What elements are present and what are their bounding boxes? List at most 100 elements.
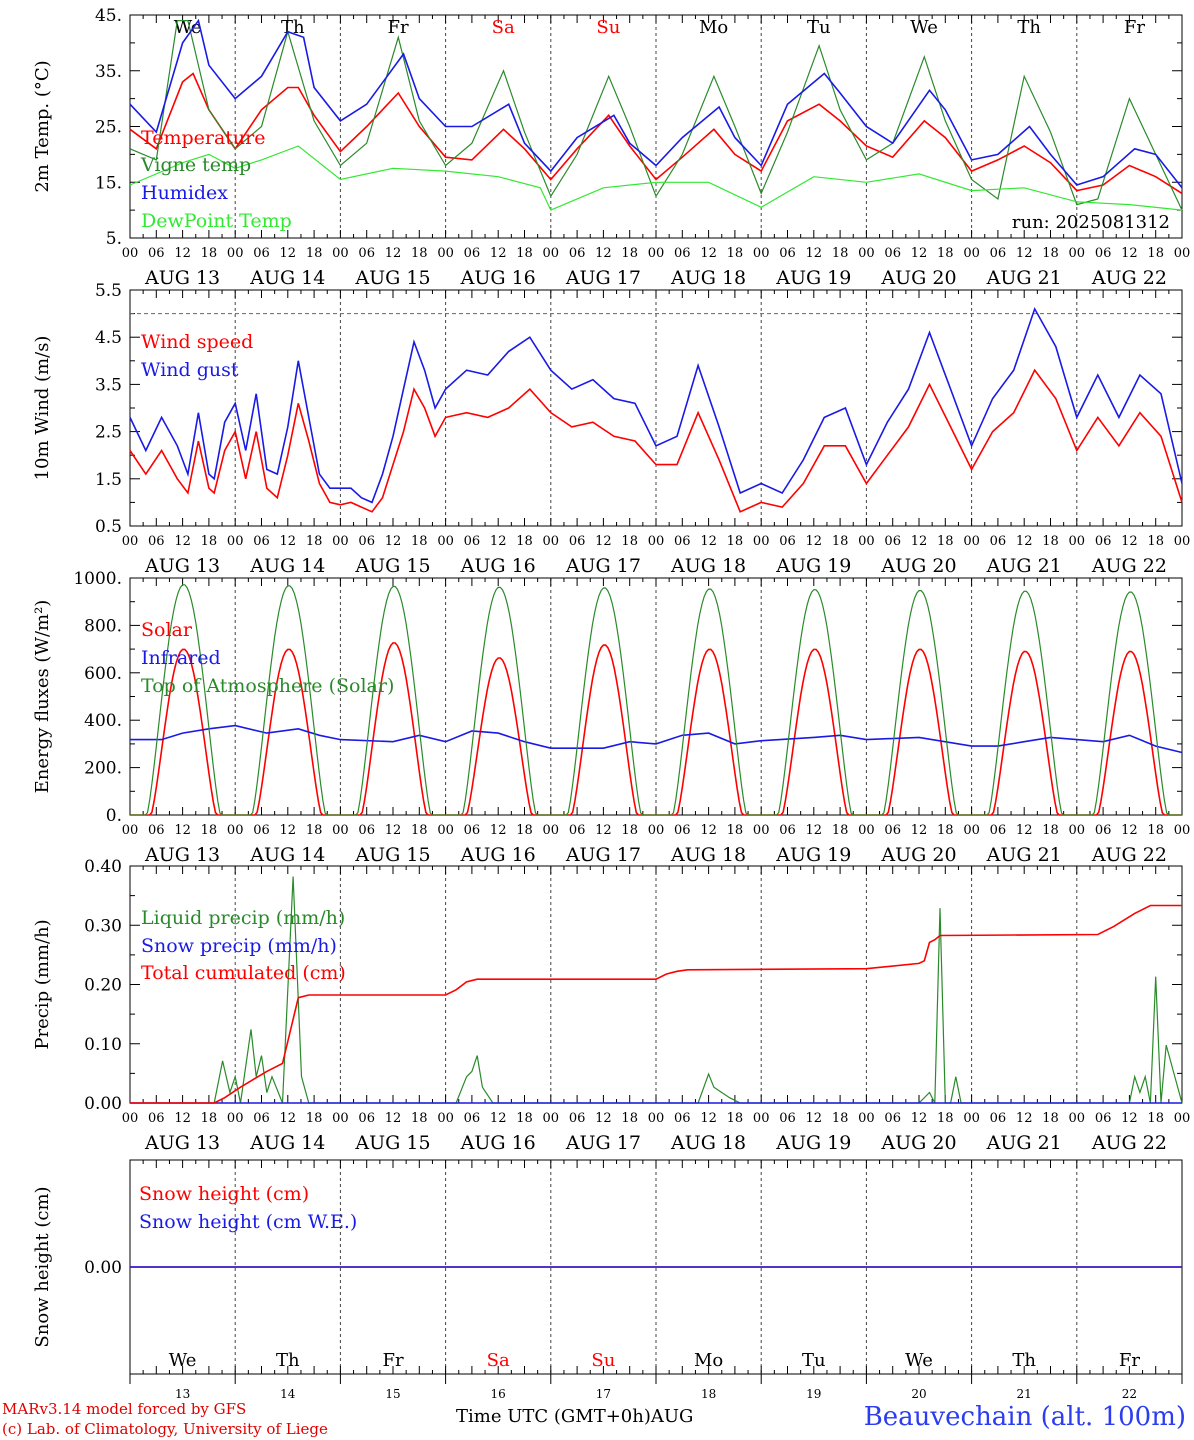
hour-tick-label: 00 bbox=[543, 1111, 560, 1126]
hour-tick-label: 00 bbox=[753, 823, 770, 838]
hour-tick-label: 06 bbox=[569, 1111, 586, 1126]
hour-tick-label: 18 bbox=[937, 246, 954, 261]
legend-entry: Wind speed bbox=[141, 331, 253, 353]
day-number-label: 14 bbox=[280, 1387, 296, 1401]
y-tick-label: 3.5 bbox=[95, 375, 122, 395]
hour-tick-label: 12 bbox=[1016, 1111, 1033, 1126]
hour-tick-label: 18 bbox=[937, 823, 954, 838]
hour-tick-label: 00 bbox=[1174, 823, 1191, 838]
hour-tick-label: 18 bbox=[621, 1111, 638, 1126]
day-label: AUG 13 bbox=[144, 1132, 220, 1154]
y-tick-label: 45. bbox=[95, 6, 122, 26]
y-axis-title: 10m Wind (m/s) bbox=[32, 336, 53, 481]
series-line bbox=[129, 18, 1183, 189]
hour-tick-label: 00 bbox=[753, 534, 770, 549]
y-axis-title: Snow height (cm) bbox=[32, 1186, 53, 1347]
hour-tick-label: 00 bbox=[648, 246, 665, 261]
y-tick-label: 0.10 bbox=[84, 1035, 122, 1055]
hour-tick-label: 06 bbox=[148, 1111, 165, 1126]
hour-tick-label: 12 bbox=[1016, 534, 1033, 549]
hour-tick-label: 12 bbox=[280, 1111, 297, 1126]
y-tick-label: 4.5 bbox=[95, 328, 122, 348]
day-label: AUG 13 bbox=[144, 267, 220, 289]
y-tick-label: 25. bbox=[95, 118, 122, 138]
hour-tick-label: 18 bbox=[411, 246, 428, 261]
day-label: AUG 16 bbox=[460, 844, 536, 866]
series-line bbox=[130, 724, 1183, 754]
hour-tick-label: 18 bbox=[411, 823, 428, 838]
hour-tick-label: 18 bbox=[306, 534, 323, 549]
y-axis-title: Energy fluxes (W/m²) bbox=[32, 600, 53, 794]
hour-tick-label: 06 bbox=[464, 1111, 481, 1126]
hour-tick-label: 18 bbox=[832, 1111, 849, 1126]
hour-tick-label: 12 bbox=[911, 823, 928, 838]
y-tick-label: 0. bbox=[106, 806, 122, 826]
hour-tick-label: 00 bbox=[227, 246, 244, 261]
hour-tick-label: 18 bbox=[201, 534, 218, 549]
weekday-label: Fr bbox=[387, 17, 408, 38]
day-label: AUG 14 bbox=[249, 267, 325, 289]
hour-tick-label: 12 bbox=[595, 534, 612, 549]
hour-tick-label: 18 bbox=[201, 246, 218, 261]
weekday-label: We bbox=[905, 1350, 933, 1371]
legend-entry: Temperature bbox=[141, 127, 265, 149]
hour-tick-label: 00 bbox=[1174, 534, 1191, 549]
y-tick-label: 800. bbox=[84, 616, 122, 636]
series-line bbox=[129, 368, 1183, 513]
hour-tick-label: 12 bbox=[1121, 823, 1138, 838]
hour-tick-label: 12 bbox=[1121, 1111, 1138, 1126]
series-line bbox=[130, 904, 1182, 1104]
weekday-label: Tu bbox=[802, 1350, 826, 1371]
hour-tick-label: 00 bbox=[332, 823, 349, 838]
y-tick-label: 0.00 bbox=[84, 1094, 122, 1114]
weekday-label: Su bbox=[596, 17, 620, 38]
weekday-label: Mo bbox=[699, 17, 728, 38]
hour-tick-label: 06 bbox=[464, 823, 481, 838]
day-label: AUG 20 bbox=[880, 555, 956, 577]
hour-tick-label: 18 bbox=[201, 823, 218, 838]
hour-tick-label: 18 bbox=[832, 823, 849, 838]
hour-tick-label: 18 bbox=[516, 534, 533, 549]
hour-tick-label: 00 bbox=[1069, 534, 1086, 549]
hour-tick-label: 06 bbox=[674, 534, 691, 549]
legend-entry: Vigne temp bbox=[140, 154, 251, 176]
day-label: AUG 16 bbox=[460, 1132, 536, 1154]
legend-entry: Top of Atmosphere (Solar) bbox=[141, 675, 394, 697]
day-label: AUG 22 bbox=[1091, 267, 1167, 289]
hour-tick-label: 18 bbox=[1147, 1111, 1164, 1126]
hour-tick-label: 00 bbox=[963, 1111, 980, 1126]
day-label: AUG 15 bbox=[354, 1132, 430, 1154]
hour-tick-label: 12 bbox=[385, 823, 402, 838]
day-label: AUG 21 bbox=[986, 555, 1062, 577]
legend-entry: Snow height (cm W.E.) bbox=[139, 1211, 357, 1233]
hour-tick-label: 18 bbox=[727, 1111, 744, 1126]
hour-tick-label: 06 bbox=[464, 246, 481, 261]
weekday-label: Th bbox=[1017, 17, 1041, 38]
day-label: AUG 14 bbox=[249, 555, 325, 577]
hour-tick-label: 06 bbox=[358, 246, 375, 261]
hour-tick-label: 00 bbox=[963, 246, 980, 261]
hour-tick-label: 18 bbox=[1042, 1111, 1059, 1126]
legend-entry: Wind gust bbox=[141, 359, 239, 381]
hour-tick-label: 06 bbox=[990, 534, 1007, 549]
y-axis-title: Precip (mm/h) bbox=[32, 919, 53, 1049]
day-label: AUG 19 bbox=[775, 267, 851, 289]
hour-tick-label: 12 bbox=[280, 534, 297, 549]
hour-tick-label: 12 bbox=[490, 534, 507, 549]
hour-tick-label: 18 bbox=[1147, 246, 1164, 261]
day-label: AUG 15 bbox=[354, 555, 430, 577]
hour-tick-label: 18 bbox=[306, 1111, 323, 1126]
weekday-label: Fr bbox=[382, 1350, 403, 1371]
y-tick-label: 0.30 bbox=[84, 916, 122, 936]
hour-tick-label: 18 bbox=[516, 1111, 533, 1126]
hour-tick-label: 06 bbox=[884, 1111, 901, 1126]
hour-tick-label: 12 bbox=[700, 534, 717, 549]
day-number-label: 17 bbox=[596, 1387, 611, 1401]
hour-tick-label: 12 bbox=[1121, 246, 1138, 261]
hour-tick-label: 06 bbox=[464, 534, 481, 549]
hour-tick-label: 06 bbox=[253, 534, 270, 549]
hour-tick-label: 12 bbox=[1016, 823, 1033, 838]
hour-tick-label: 06 bbox=[253, 246, 270, 261]
y-tick-label: 2.5 bbox=[95, 423, 122, 443]
y-tick-label: 35. bbox=[95, 62, 122, 82]
